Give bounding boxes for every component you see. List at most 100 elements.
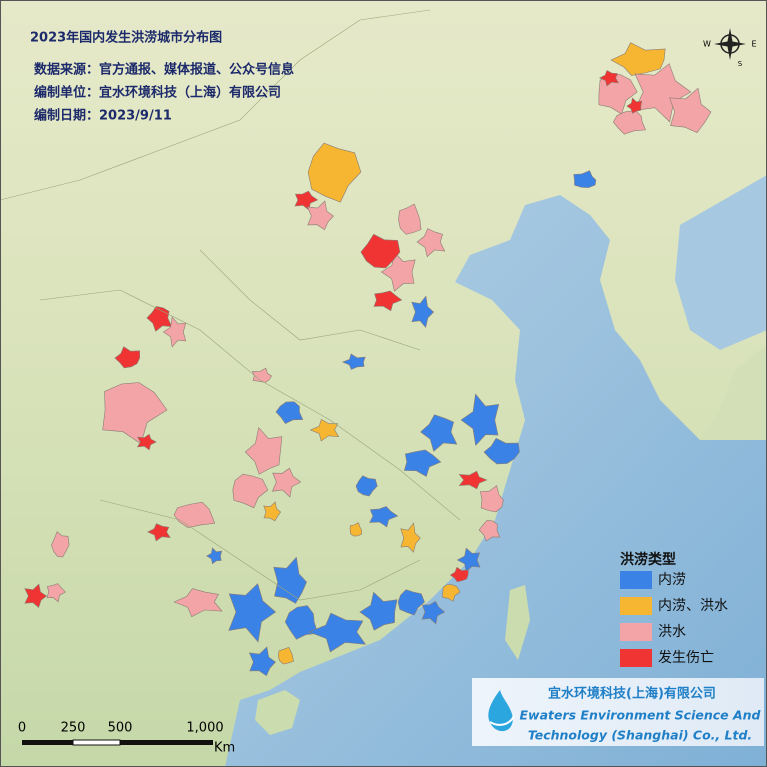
logo: 宜水环境科技(上海)有限公司 Ewaters Environment Scien… (472, 678, 764, 746)
flood-city (136, 433, 157, 451)
flood-city (147, 523, 171, 542)
flood-city (349, 522, 363, 537)
japan (700, 345, 767, 440)
flood-city (341, 353, 366, 370)
scale-segment (72, 739, 121, 746)
borders (0, 9, 461, 601)
legend-swatch (620, 623, 652, 641)
legend-label: 发生伤亡 (658, 650, 714, 666)
flood-city (244, 426, 283, 475)
flood-city (359, 591, 398, 631)
flood-city (251, 367, 273, 383)
scale-label: 0 (18, 721, 26, 736)
compass-east: E (751, 40, 756, 49)
flood-city (421, 600, 446, 625)
flood-city (24, 583, 48, 609)
logo-english: Ewaters Environment Science And (519, 708, 761, 723)
flood-city (228, 583, 277, 643)
flood-city (449, 566, 469, 583)
legend-label: 洪水 (658, 624, 686, 640)
flood-city (206, 547, 223, 565)
flood-city (634, 63, 692, 123)
flood-city (273, 556, 307, 604)
flood-city (114, 346, 141, 369)
flood-city (308, 612, 367, 653)
flood-city (458, 470, 488, 490)
map-title: 2023年国内发生洪涝城市分布图 (30, 30, 222, 46)
flood-city (232, 473, 269, 509)
flood-city (306, 200, 334, 231)
flood-city (403, 449, 442, 477)
flood-city (369, 506, 399, 528)
flood-city (483, 437, 520, 465)
legend-swatch (620, 649, 652, 667)
legend-label: 内涝、洪水 (658, 598, 728, 614)
flood-city (380, 251, 416, 292)
flood-city (102, 382, 168, 445)
scale-label: 250 (61, 721, 86, 736)
legend-title: 洪涝类型 (620, 551, 676, 568)
flood-city (420, 414, 458, 452)
flood-city (480, 485, 504, 513)
flood-city (46, 583, 66, 603)
flood-city (456, 547, 481, 573)
flood-city (442, 584, 461, 602)
flood-city (263, 501, 282, 522)
compass: W E S (703, 28, 757, 68)
flood-city (307, 142, 362, 203)
flood-city (400, 522, 421, 553)
flood-city (373, 290, 403, 312)
legend-swatch (620, 571, 652, 589)
flood-city (309, 418, 340, 442)
legend-label: 内涝 (658, 572, 686, 588)
scale-segment (22, 740, 73, 745)
scale-label: 500 (108, 721, 133, 736)
flood-city (460, 393, 500, 447)
flood-city (398, 203, 422, 235)
logo-wave (489, 715, 515, 726)
logo-name: 宜水环境科技(上海)有限公司 (548, 686, 716, 702)
flood-city (162, 316, 187, 348)
logo-box (472, 678, 764, 746)
flood-city (626, 97, 643, 114)
scale-label: 1,000 (186, 721, 223, 736)
info-line: 数据来源：官方通报、媒体报道、公众号信息 (34, 62, 294, 78)
scale-bar: 0 250 500 1,000 Km (18, 721, 235, 756)
flood-city (275, 401, 304, 424)
flood-city (669, 87, 712, 133)
sea (675, 175, 767, 350)
compass-west: W (703, 40, 711, 49)
logo-english: Technology (Shanghai) Co., Ltd. (528, 728, 752, 743)
flood-city (284, 605, 319, 640)
flood-city (360, 233, 401, 269)
flood-city (610, 42, 666, 76)
flood-city (599, 70, 620, 87)
hainan (255, 690, 300, 735)
flood-city (355, 475, 378, 497)
compass-south: S (738, 60, 743, 68)
scale-segment (120, 740, 213, 745)
flood-city (173, 588, 223, 618)
flood-city (612, 110, 647, 135)
flood-city (573, 170, 597, 188)
flood-regions (24, 42, 712, 677)
flood-city (271, 467, 302, 498)
flood-city (277, 646, 294, 665)
flood-city (173, 501, 216, 528)
legend-swatch (620, 597, 652, 615)
flood-city (416, 228, 446, 258)
scale-unit: Km (214, 741, 235, 756)
compass-needle (714, 28, 746, 60)
flood-city (397, 589, 425, 616)
flood-city (478, 520, 501, 542)
logo-drop (488, 690, 513, 732)
taiwan (505, 585, 530, 660)
info-line: 编制日期：2023/9/11 (34, 108, 172, 124)
info-line: 编制单位：宜水环境科技（上海）有限公司 (34, 85, 281, 101)
flood-city (248, 646, 276, 677)
flood-city (411, 295, 435, 329)
flood-city (51, 531, 70, 558)
